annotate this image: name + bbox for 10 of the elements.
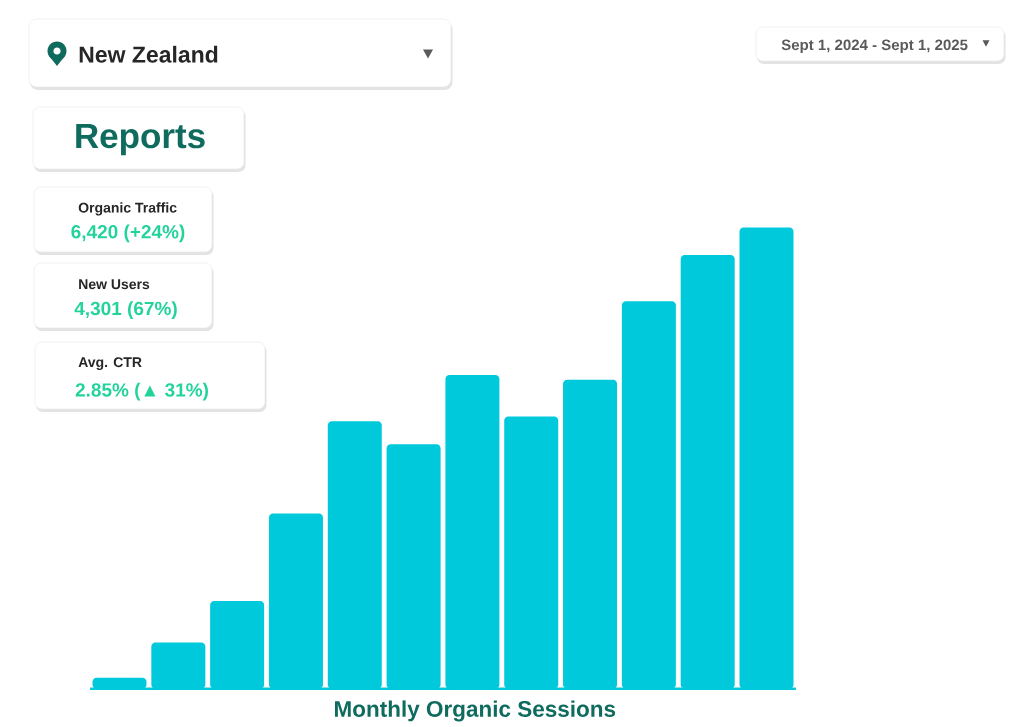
- annotation: Avg. CTR: [78, 357, 142, 370]
- text: New Zealand: [79, 45, 218, 63]
- text: Organic Traffic: [78, 202, 177, 216]
- x-axis-title: Monthly Organic Sessions: [334, 700, 616, 722]
- annotation: 6,420 (+24%): [71, 224, 185, 243]
- chart-title: Reports: [76, 123, 205, 156]
- annotation: 2.85% (▲ 31%): [75, 382, 208, 401]
- annotation: 4,301 (67%): [74, 301, 177, 319]
- annotation: New Users: [79, 279, 150, 290]
- text: Sept 1, 2024 - Sept 1, 2025: [781, 39, 968, 54]
